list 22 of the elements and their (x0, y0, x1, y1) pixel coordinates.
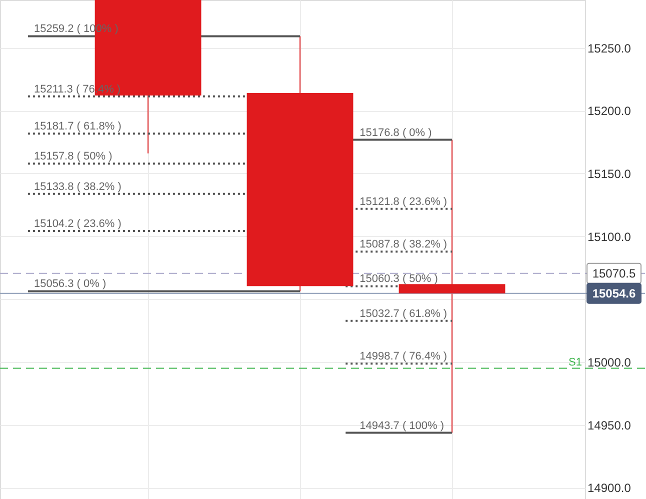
ref-line-label: 15121.8 ( 23.6% ) (360, 196, 448, 208)
ref-line-label: 14998.7 ( 76.4% ) (360, 350, 448, 363)
y-tick-label: 14950.0 (588, 418, 632, 432)
ref-line-label: 14943.7 ( 100% ) (360, 420, 444, 432)
ref-line-label: 15054.6 (592, 286, 636, 300)
ref-line-label: 15176.8 ( 0% ) (360, 126, 432, 139)
y-tick-label: 15150.0 (588, 166, 632, 181)
ref-line-label: 15087.8 ( 38.2% ) (360, 238, 448, 251)
ref-line-label: S1 (568, 356, 582, 368)
ref-line-label: 15070.5 (592, 266, 636, 280)
ref-line-label: 15157.8 ( 50% ) (34, 150, 112, 163)
ref-line-label: 15104.2 ( 23.6% ) (34, 218, 122, 230)
ref-line-label: 15133.8 ( 38.2% ) (34, 180, 122, 193)
y-tick-label: 15200.0 (588, 104, 632, 118)
ref-line-label: 15056.3 ( 0% ) (34, 278, 106, 290)
ref-line-label: 15032.7 ( 61.8% ) (360, 308, 448, 320)
y-tick-label: 15250.0 (588, 41, 632, 56)
y-tick-label: 14900.0 (588, 481, 632, 496)
ref-line-label: 15060.3 ( 50% ) (360, 273, 438, 286)
y-tick-label: 15000.0 (588, 355, 632, 370)
y-tick-label: 15100.0 (588, 230, 632, 244)
ref-line-label: 15181.7 ( 61.8% ) (34, 120, 122, 133)
